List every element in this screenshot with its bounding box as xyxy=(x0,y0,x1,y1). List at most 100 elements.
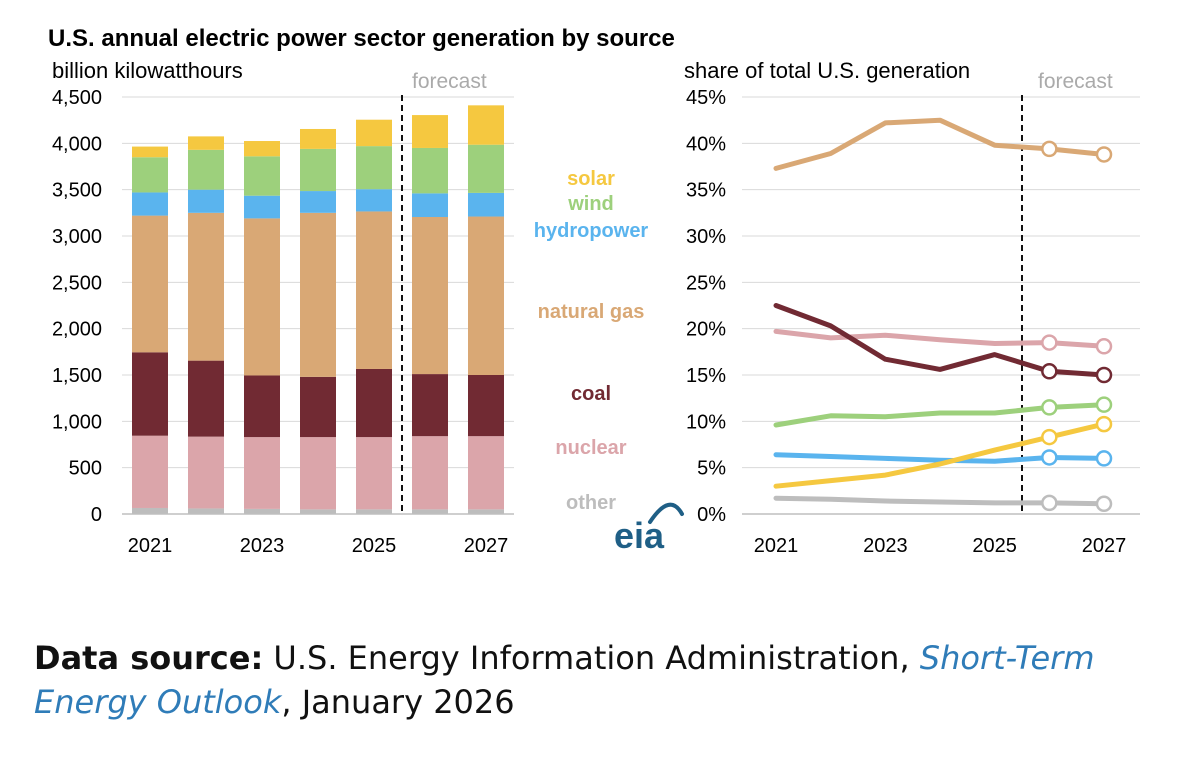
point-solar-2027 xyxy=(1095,415,1113,433)
eia-logo-text: eia xyxy=(614,515,665,556)
left-x-tick-label: 2027 xyxy=(464,535,509,557)
bar-segment-nuclear-2023 xyxy=(244,437,280,509)
data-source-note: Data source: U.S. Energy Information Adm… xyxy=(34,636,1174,724)
bar-segment-solar-2023 xyxy=(244,141,280,157)
point-other-2026 xyxy=(1041,494,1058,512)
legend-nuclear: nuclear xyxy=(555,437,626,459)
left-y-tick-label: 1,000 xyxy=(52,411,102,433)
right-y-tick-label: 30% xyxy=(686,226,726,248)
right-x-tick-label: 2025 xyxy=(972,535,1017,557)
energy-generation-chart: U.S. annual electric power sector genera… xyxy=(48,25,1140,557)
eia-logo-arc xyxy=(648,502,684,524)
right-x-tick-label: 2027 xyxy=(1082,535,1127,557)
legend: solar wind hydropower natural gas coal nuclea… xyxy=(534,168,649,514)
bar-segment-coal-2026 xyxy=(412,374,448,437)
point-wind-2027 xyxy=(1095,396,1113,413)
source-label: Data source: xyxy=(34,639,264,677)
point-nuclear-2027 xyxy=(1095,338,1113,355)
legend-hydropower: hydropower xyxy=(534,220,649,242)
bar-segment-coal-2025 xyxy=(356,368,392,438)
right-y-tick-label: 35% xyxy=(686,180,726,202)
point-solar-2026 xyxy=(1041,428,1058,446)
right-y-tick-label: 45% xyxy=(686,87,726,109)
legend-coal: coal xyxy=(571,383,611,405)
bar-segment-wind-2026 xyxy=(412,147,448,194)
bar-segment-coal-2027 xyxy=(468,375,504,437)
bar-segment-natural-gas-2026 xyxy=(412,217,448,375)
bar-segment-solar-2022 xyxy=(188,136,224,150)
left-y-tick-label: 3,500 xyxy=(52,180,102,202)
bar-segment-wind-2025 xyxy=(356,146,392,190)
stacked-bar-panel: billion kilowatthours forecast 0 500 1,000… xyxy=(52,58,514,557)
bar-segment-natural-gas-2021 xyxy=(132,215,168,353)
bar-segment-hydropower-2023 xyxy=(244,195,280,219)
point-coal-2027 xyxy=(1095,366,1113,384)
bar-segment-solar-2027 xyxy=(468,105,504,145)
bar-segment-hydropower-2026 xyxy=(412,193,448,218)
right-y-tick-label: 5% xyxy=(697,458,726,480)
bar-segment-nuclear-2025 xyxy=(356,437,392,510)
bar-segment-wind-2023 xyxy=(244,156,280,196)
bar-segment-nuclear-2026 xyxy=(412,436,448,510)
point-wind-2026 xyxy=(1041,399,1058,416)
source-date: , January 2026 xyxy=(281,683,515,721)
bar-segment-hydropower-2025 xyxy=(356,189,392,212)
bar-segment-coal-2023 xyxy=(244,375,280,438)
bar-segment-other-2023 xyxy=(244,508,280,514)
legend-solar: solar xyxy=(567,168,615,190)
bar-segment-wind-2021 xyxy=(132,157,168,193)
right-y-tick-label: 40% xyxy=(686,133,726,155)
chart-title: U.S. annual electric power sector genera… xyxy=(48,25,675,52)
left-y-tick-label: 2,500 xyxy=(52,272,102,294)
point-nuclear-2026 xyxy=(1041,334,1058,351)
bar-segment-other-2021 xyxy=(132,507,168,514)
bar-segment-wind-2024 xyxy=(300,148,336,192)
legend-wind: wind xyxy=(567,193,614,215)
line-chart-panel: share of total U.S. generation forecast … xyxy=(684,58,1140,557)
point-other-2027 xyxy=(1095,495,1113,513)
bar-segment-hydropower-2027 xyxy=(468,192,504,217)
right-forecast-label: forecast xyxy=(1038,70,1113,93)
right-y-tick-label: 0% xyxy=(697,504,726,526)
bar-segment-coal-2022 xyxy=(188,360,224,437)
bar-segment-wind-2022 xyxy=(188,149,224,190)
bar-segment-solar-2024 xyxy=(300,128,336,149)
bar-segment-other-2027 xyxy=(468,509,504,514)
right-y-tick-label: 20% xyxy=(686,319,726,341)
bar-segment-other-2024 xyxy=(300,509,336,514)
bar-segment-coal-2021 xyxy=(132,352,168,436)
right-x-tick-label: 2023 xyxy=(863,535,908,557)
left-y-tick-label: 4,000 xyxy=(52,133,102,155)
bar-segment-natural-gas-2027 xyxy=(468,216,504,375)
bar-segment-solar-2025 xyxy=(356,119,392,147)
left-y-tick-label: 3,000 xyxy=(52,226,102,248)
left-x-tick-label: 2023 xyxy=(240,535,285,557)
point-hydropower-2027 xyxy=(1095,450,1113,467)
bar-segment-nuclear-2022 xyxy=(188,436,224,509)
bar-segment-hydropower-2021 xyxy=(132,192,168,216)
point-natural-gas-2026 xyxy=(1041,140,1058,158)
bar-segment-other-2022 xyxy=(188,508,224,514)
bar-segment-solar-2021 xyxy=(132,146,168,158)
bar-segment-natural-gas-2023 xyxy=(244,218,280,376)
right-y-axis-title: share of total U.S. generation xyxy=(684,58,970,83)
bar-segment-nuclear-2024 xyxy=(300,437,336,510)
source-publisher: U.S. Energy Information Administration, xyxy=(273,639,910,677)
point-hydropower-2026 xyxy=(1041,449,1058,466)
left-y-tick-label: 4,500 xyxy=(52,87,102,109)
legend-other: other xyxy=(566,492,616,514)
left-y-tick-label: 2,000 xyxy=(52,319,102,341)
right-y-tick-label: 10% xyxy=(686,411,726,433)
eia-logo: eia xyxy=(614,502,684,556)
bar-segment-nuclear-2021 xyxy=(132,435,168,508)
left-x-tick-label: 2025 xyxy=(352,535,397,557)
bar-segment-natural-gas-2022 xyxy=(188,212,224,361)
bar-segment-other-2025 xyxy=(356,509,392,514)
bar-segment-natural-gas-2025 xyxy=(356,211,392,369)
point-natural-gas-2027 xyxy=(1095,146,1113,163)
bar-segment-coal-2024 xyxy=(300,376,336,438)
bar-segment-natural-gas-2024 xyxy=(300,212,336,377)
right-x-tick-label: 2021 xyxy=(754,535,799,557)
bar-segment-nuclear-2027 xyxy=(468,436,504,510)
bar-segment-solar-2026 xyxy=(412,115,448,148)
